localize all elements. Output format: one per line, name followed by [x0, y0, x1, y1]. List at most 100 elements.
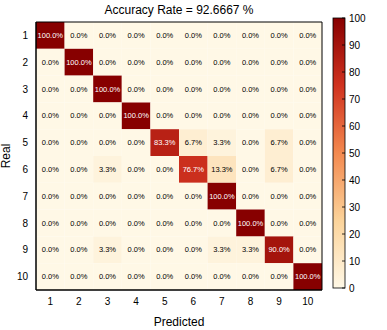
svg-text:0.0%: 0.0% [271, 58, 288, 67]
svg-text:0.0%: 0.0% [128, 85, 145, 94]
svg-text:0.0%: 0.0% [299, 85, 316, 94]
svg-text:3.3%: 3.3% [242, 245, 259, 254]
svg-text:0.0%: 0.0% [70, 31, 87, 40]
svg-text:7: 7 [219, 296, 225, 307]
svg-text:0.0%: 0.0% [99, 192, 116, 201]
svg-text:5: 5 [22, 137, 28, 148]
svg-text:90.0%: 90.0% [268, 245, 290, 254]
svg-text:0.0%: 0.0% [299, 138, 316, 147]
svg-text:0.0%: 0.0% [156, 219, 173, 228]
svg-text:0.0%: 0.0% [156, 58, 173, 67]
svg-text:0.0%: 0.0% [242, 58, 259, 67]
svg-text:0.0%: 0.0% [271, 85, 288, 94]
svg-text:6: 6 [191, 296, 197, 307]
svg-text:0.0%: 0.0% [185, 31, 202, 40]
svg-text:0.0%: 0.0% [242, 192, 259, 201]
svg-text:0.0%: 0.0% [70, 111, 87, 120]
svg-text:0.0%: 0.0% [42, 111, 59, 120]
svg-text:0.0%: 0.0% [70, 219, 87, 228]
svg-text:0.0%: 0.0% [242, 138, 259, 147]
svg-text:0.0%: 0.0% [242, 165, 259, 174]
svg-text:0.0%: 0.0% [128, 245, 145, 254]
svg-text:2: 2 [76, 296, 82, 307]
svg-text:83.3%: 83.3% [154, 138, 176, 147]
svg-text:0.0%: 0.0% [242, 111, 259, 120]
svg-text:0.0%: 0.0% [242, 85, 259, 94]
svg-text:50: 50 [349, 148, 361, 159]
svg-text:0.0%: 0.0% [271, 31, 288, 40]
svg-text:0.0%: 0.0% [299, 245, 316, 254]
svg-text:8: 8 [248, 296, 254, 307]
svg-text:0.0%: 0.0% [70, 272, 87, 281]
svg-text:3.3%: 3.3% [99, 245, 116, 254]
svg-text:0: 0 [349, 283, 355, 294]
svg-text:0.0%: 0.0% [128, 31, 145, 40]
svg-text:30: 30 [349, 202, 361, 213]
svg-text:0.0%: 0.0% [271, 111, 288, 120]
svg-text:0.0%: 0.0% [128, 58, 145, 67]
svg-text:6.7%: 6.7% [185, 138, 202, 147]
svg-text:0.0%: 0.0% [185, 245, 202, 254]
svg-text:0.0%: 0.0% [156, 165, 173, 174]
svg-text:4: 4 [22, 110, 28, 121]
svg-text:60: 60 [349, 121, 361, 132]
svg-text:0.0%: 0.0% [99, 219, 116, 228]
svg-text:0.0%: 0.0% [271, 192, 288, 201]
svg-text:3: 3 [22, 84, 28, 95]
svg-text:100.0%: 100.0% [66, 58, 92, 67]
svg-text:2: 2 [22, 57, 28, 68]
svg-text:0.0%: 0.0% [156, 192, 173, 201]
svg-text:80: 80 [349, 67, 361, 78]
svg-text:0.0%: 0.0% [213, 85, 230, 94]
svg-text:6.7%: 6.7% [271, 138, 288, 147]
svg-text:0.0%: 0.0% [299, 219, 316, 228]
svg-text:0.0%: 0.0% [156, 272, 173, 281]
svg-text:0.0%: 0.0% [70, 245, 87, 254]
svg-text:0.0%: 0.0% [213, 31, 230, 40]
svg-text:100.0%: 100.0% [123, 111, 149, 120]
svg-text:13.3%: 13.3% [211, 165, 233, 174]
svg-text:100.0%: 100.0% [38, 31, 64, 40]
svg-text:0.0%: 0.0% [242, 272, 259, 281]
svg-text:0.0%: 0.0% [42, 85, 59, 94]
svg-text:1: 1 [22, 30, 28, 41]
svg-text:0.0%: 0.0% [185, 85, 202, 94]
svg-text:0.0%: 0.0% [128, 272, 145, 281]
svg-text:0.0%: 0.0% [242, 31, 259, 40]
svg-text:0.0%: 0.0% [156, 111, 173, 120]
svg-text:100: 100 [349, 13, 366, 24]
svg-text:0.0%: 0.0% [185, 192, 202, 201]
svg-text:0.0%: 0.0% [128, 138, 145, 147]
svg-text:9: 9 [276, 296, 282, 307]
svg-text:0.0%: 0.0% [128, 219, 145, 228]
svg-text:0.0%: 0.0% [70, 85, 87, 94]
svg-text:0.0%: 0.0% [299, 165, 316, 174]
svg-text:20: 20 [349, 229, 361, 240]
svg-text:0.0%: 0.0% [185, 111, 202, 120]
svg-text:0.0%: 0.0% [185, 272, 202, 281]
svg-text:0.0%: 0.0% [99, 272, 116, 281]
svg-text:90: 90 [349, 40, 361, 51]
svg-text:0.0%: 0.0% [70, 165, 87, 174]
svg-text:0.0%: 0.0% [299, 192, 316, 201]
svg-text:100.0%: 100.0% [238, 219, 264, 228]
svg-text:0.0%: 0.0% [42, 272, 59, 281]
svg-text:3.3%: 3.3% [213, 138, 230, 147]
svg-text:0.0%: 0.0% [299, 111, 316, 120]
svg-text:0.0%: 0.0% [99, 58, 116, 67]
svg-text:0.0%: 0.0% [213, 272, 230, 281]
svg-text:0.0%: 0.0% [213, 111, 230, 120]
svg-text:10: 10 [349, 256, 361, 267]
svg-text:1: 1 [48, 296, 54, 307]
svg-text:0.0%: 0.0% [156, 85, 173, 94]
svg-text:0.0%: 0.0% [185, 219, 202, 228]
svg-text:0.0%: 0.0% [42, 192, 59, 201]
svg-text:3.3%: 3.3% [99, 165, 116, 174]
svg-text:4: 4 [133, 296, 139, 307]
svg-text:100.0%: 100.0% [295, 272, 321, 281]
svg-text:70: 70 [349, 94, 361, 105]
svg-text:0.0%: 0.0% [271, 219, 288, 228]
svg-text:100.0%: 100.0% [95, 85, 121, 94]
svg-text:10: 10 [17, 271, 29, 282]
svg-text:0.0%: 0.0% [42, 165, 59, 174]
